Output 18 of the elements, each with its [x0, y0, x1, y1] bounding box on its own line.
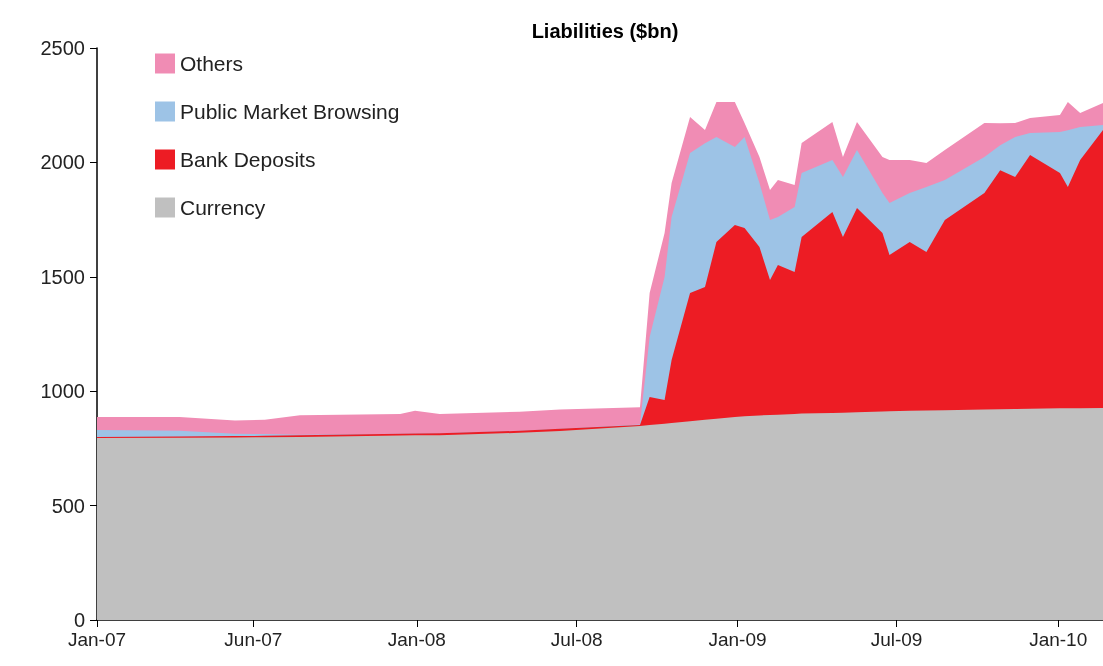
chart-title: Liabilities ($bn) — [531, 20, 679, 42]
y-tick-label: 2000 — [40, 151, 85, 174]
legend-label: Public Market Browsing — [180, 100, 400, 123]
x-tick-label: Jun-07 — [224, 629, 283, 650]
legend-label: Currency — [180, 196, 266, 219]
y-tick-label: 2500 — [40, 37, 85, 59]
y-tick-label: 500 — [51, 494, 85, 517]
y-tick-label: 0 — [73, 609, 85, 631]
x-tick-label: Jan-08 — [387, 629, 446, 650]
legend-label: Bank Deposits — [180, 148, 316, 171]
legend-label: Others — [180, 52, 244, 75]
x-tick-label: Jan-07 — [67, 629, 127, 650]
x-tick-label: Jan-09 — [708, 629, 767, 650]
x-tick-label: Jan-10 — [1029, 629, 1088, 650]
y-tick-label: 1000 — [40, 380, 85, 403]
y-tick-label: 1500 — [40, 265, 85, 288]
x-tick-label: Jul-08 — [550, 629, 603, 650]
x-tick-label: Jul-09 — [870, 629, 923, 650]
